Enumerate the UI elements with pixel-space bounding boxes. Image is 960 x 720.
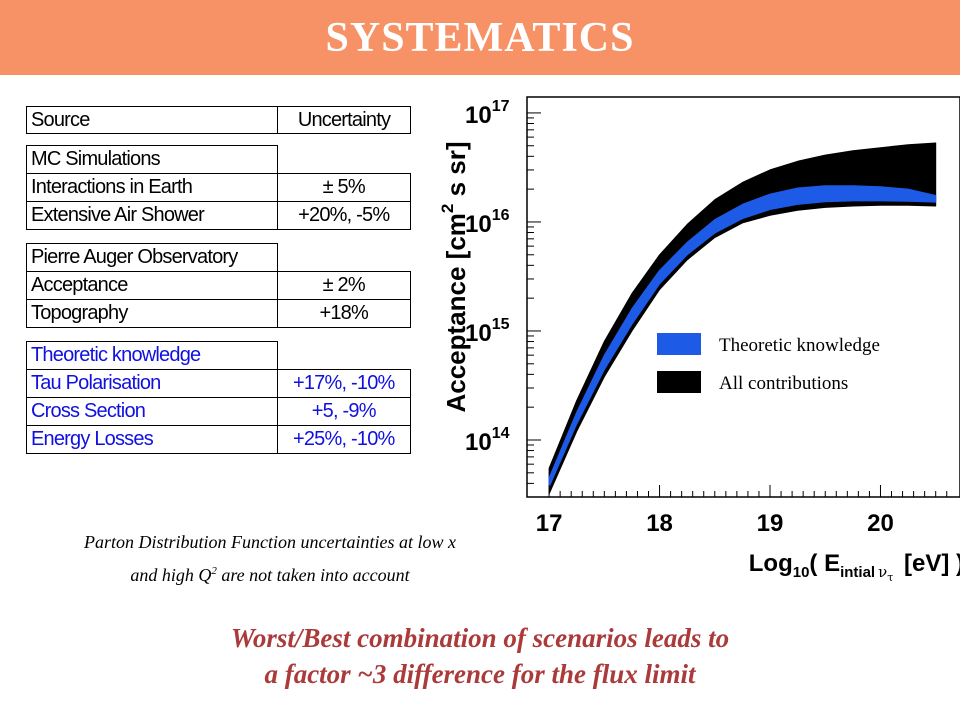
legend-swatch bbox=[657, 333, 701, 355]
row-value: +17%, -10% bbox=[277, 369, 411, 398]
table-row: Extensive Air Shower +20%, -5% bbox=[26, 201, 411, 230]
table-row: Tau Polarisation +17%, -10% bbox=[26, 369, 411, 398]
table-row: Cross Section +5, -9% bbox=[26, 397, 411, 426]
conclusion: Worst/Best combination of scenarios lead… bbox=[0, 620, 960, 692]
legend-label: All contributions bbox=[719, 373, 848, 394]
table-row: Energy Losses +25%, -10% bbox=[26, 425, 411, 454]
x-tick-label: 18 bbox=[646, 510, 673, 537]
x-tick-label: 20 bbox=[867, 510, 894, 537]
x-tick-label: 17 bbox=[536, 510, 563, 537]
band-theoretic-knowledge bbox=[548, 185, 937, 488]
y-tick-label: 1015 bbox=[465, 316, 510, 347]
pdf-note: Parton Distribution Function uncertainti… bbox=[20, 528, 520, 590]
legend-swatch bbox=[657, 371, 701, 393]
x-axis-label: Log10( Eintial ντ [eV] ) bbox=[749, 550, 960, 584]
header-uncertainty: Uncertainty bbox=[277, 106, 411, 134]
row-value: ± 2% bbox=[277, 271, 411, 300]
conclusion-line-1: Worst/Best combination of scenarios lead… bbox=[230, 623, 730, 653]
row-value: ± 5% bbox=[277, 173, 411, 202]
group-name: Pierre Auger Observatory bbox=[26, 243, 278, 272]
table-row: Interactions in Earth ± 5% bbox=[26, 173, 411, 202]
legend-label: Theoretic knowledge bbox=[719, 335, 880, 356]
row-value: +5, -9% bbox=[277, 397, 411, 426]
note-line-1: Parton Distribution Function uncertainti… bbox=[84, 532, 456, 552]
acceptance-chart: 17 18 19 20 1014 1015 1016 1017 Acceptance [cm2… bbox=[438, 96, 960, 584]
table-group-theoretic: Theoretic knowledge Tau Polarisation +17… bbox=[26, 341, 411, 454]
row-label: Extensive Air Shower bbox=[26, 201, 278, 230]
row-label: Acceptance bbox=[26, 271, 278, 300]
y-tick-label: 1014 bbox=[465, 425, 510, 456]
header-source: Source bbox=[26, 106, 278, 134]
chart-bands bbox=[548, 142, 937, 495]
row-value: +20%, -5% bbox=[277, 201, 411, 230]
row-label: Topography bbox=[26, 299, 278, 328]
plot-frame bbox=[526, 96, 960, 498]
conclusion-line-2: a factor ~3 difference for the flux limi… bbox=[264, 659, 696, 689]
page-title: SYSTEMATICS bbox=[325, 14, 635, 61]
chart-legend: Theoretic knowledge All contributions bbox=[657, 333, 880, 394]
table-group-mc: MC Simulations Interactions in Earth ± 5… bbox=[26, 145, 411, 230]
y-axis-label: Acceptance [cm2 s sr] bbox=[438, 141, 471, 412]
group-name: Theoretic knowledge bbox=[26, 341, 278, 370]
table-row: Acceptance ± 2% bbox=[26, 271, 411, 300]
x-tick-label: 19 bbox=[757, 510, 784, 537]
row-label: Energy Losses bbox=[26, 425, 278, 454]
note-line-2: and high Q2 are not taken into account bbox=[130, 565, 410, 585]
table-group-auger: Pierre Auger Observatory Acceptance ± 2%… bbox=[26, 243, 411, 328]
row-label: Cross Section bbox=[26, 397, 278, 426]
group-name: MC Simulations bbox=[26, 145, 278, 174]
row-value: +18% bbox=[277, 299, 411, 328]
title-bar: SYSTEMATICS bbox=[0, 0, 960, 75]
table-row: Topography +18% bbox=[26, 299, 411, 328]
y-tick-label: 1017 bbox=[465, 98, 510, 129]
table-header: Source Uncertainty bbox=[26, 106, 411, 134]
row-value: +25%, -10% bbox=[277, 425, 411, 454]
chart-tick-labels: 17 18 19 20 1014 1015 1016 1017 bbox=[465, 98, 894, 537]
row-label: Interactions in Earth bbox=[26, 173, 278, 202]
y-tick-label: 1016 bbox=[465, 207, 510, 238]
row-label: Tau Polarisation bbox=[26, 369, 278, 398]
chart-ticks bbox=[527, 112, 948, 498]
